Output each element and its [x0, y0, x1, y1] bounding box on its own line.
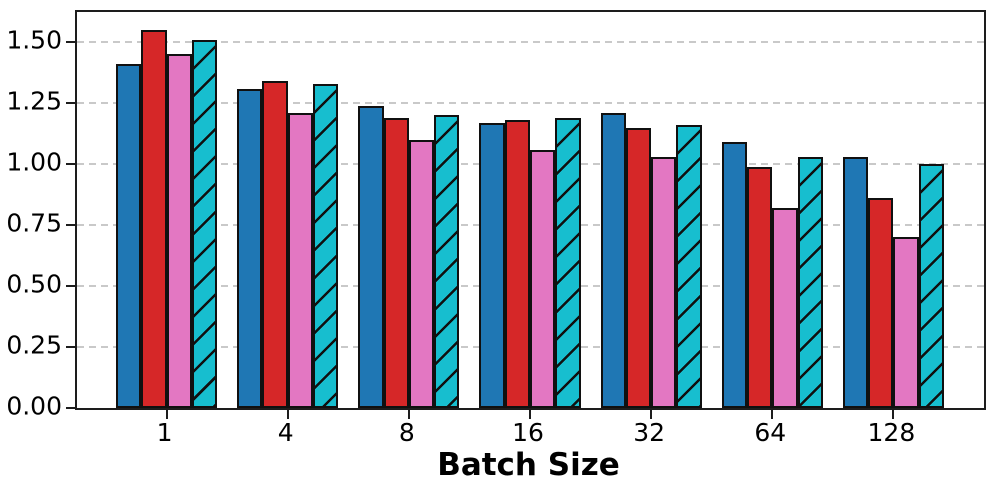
- bar-series-red-64: [746, 166, 773, 408]
- x-axis-tick-labels: 1 4 8 16 32 64 128: [75, 420, 982, 450]
- y-tick-mark: [66, 224, 75, 227]
- x-tick-label: 4: [277, 418, 294, 447]
- gridline: [77, 41, 984, 44]
- x-tick-mark: [529, 410, 531, 419]
- bar-series-pink-128: [893, 237, 919, 408]
- bar-series-pink-4: [287, 112, 314, 408]
- bar-series-red-1: [141, 30, 167, 408]
- y-tick-label: 1.25: [6, 86, 62, 116]
- x-tick-label: 16: [512, 418, 544, 447]
- bar-series-blue-1: [116, 64, 142, 408]
- y-tick-label: 1.50: [6, 25, 62, 55]
- y-axis-tick-labels: 0.00 0.25 0.50 0.75 1.00 1.25 1.50: [0, 10, 62, 419]
- bar-series-cyan-hatched-8: [434, 115, 460, 408]
- plot-area: [66, 10, 986, 419]
- bar-series-red-128: [868, 198, 894, 408]
- bar-series-cyan-hatched-32: [676, 125, 702, 408]
- y-tick-label: 0.50: [6, 269, 62, 299]
- bar-series-red-16: [504, 120, 530, 408]
- bar-series-red-32: [625, 127, 652, 408]
- bar-series-pink-32: [651, 156, 677, 408]
- x-tick-label: 8: [398, 418, 415, 447]
- bar-series-red-8: [383, 117, 409, 408]
- y-tick-mark: [66, 102, 75, 105]
- x-tick-mark: [165, 410, 168, 419]
- bar-series-pink-64: [772, 208, 798, 408]
- bar-series-pink-1: [166, 54, 192, 408]
- bar-series-blue-32: [600, 112, 626, 408]
- bar-series-blue-8: [358, 105, 384, 408]
- y-tick-label: 0.25: [6, 330, 62, 360]
- x-tick-mark: [892, 410, 895, 419]
- bar-series-blue-128: [842, 156, 869, 408]
- bar-series-pink-8: [408, 139, 435, 408]
- x-tick-label: 64: [754, 418, 787, 447]
- x-axis-label: Batch Size: [437, 447, 620, 483]
- bar-series-cyan-hatched-4: [313, 83, 339, 408]
- bar-series-cyan-hatched-128: [918, 164, 944, 408]
- gridline: [77, 102, 984, 105]
- x-tick-mark: [650, 410, 653, 419]
- y-tick-label: 0.00: [6, 391, 62, 421]
- y-tick-label: 0.75: [6, 208, 62, 238]
- y-tick-mark: [66, 407, 75, 409]
- x-tick-mark: [286, 410, 289, 419]
- x-tick-mark: [771, 410, 774, 419]
- x-tick-label: 1: [156, 418, 173, 447]
- bar-series-pink-16: [530, 149, 556, 408]
- x-tick-mark: [407, 410, 410, 419]
- bar-series-blue-4: [237, 88, 263, 408]
- bar-series-cyan-hatched-64: [797, 156, 823, 408]
- bar-series-cyan-hatched-16: [555, 117, 581, 408]
- y-tick-mark: [66, 41, 75, 44]
- x-tick-label: 32: [633, 418, 666, 447]
- bar-series-blue-16: [479, 122, 505, 408]
- y-tick-mark: [66, 163, 75, 166]
- bar-series-red-4: [262, 81, 288, 408]
- bar-series-blue-64: [721, 142, 747, 408]
- y-tick-mark: [66, 346, 75, 349]
- y-tick-mark: [66, 285, 75, 288]
- bar-series-cyan-hatched-1: [191, 39, 218, 408]
- y-tick-label: 1.00: [6, 147, 62, 177]
- x-tick-label: 128: [867, 418, 916, 447]
